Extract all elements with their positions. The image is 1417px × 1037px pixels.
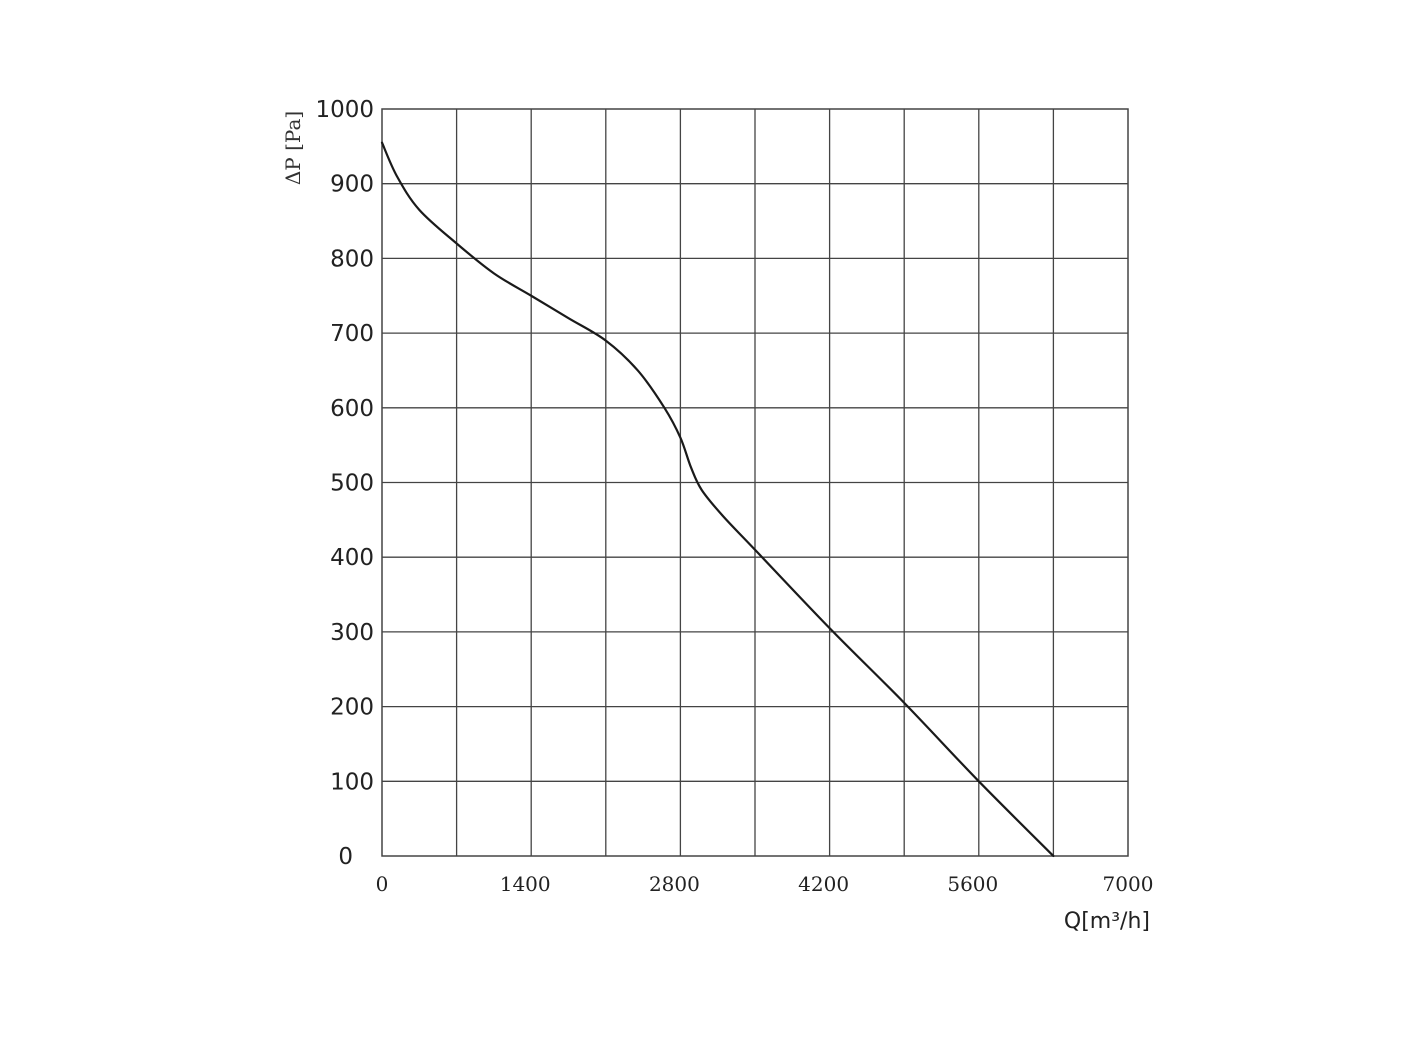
y-tick-label: 300 [330,620,374,646]
y-tick-label: 0 [338,844,353,870]
y-tick-label: 100 [330,769,374,795]
y-tick-label: 1000 [315,97,374,123]
y-axis-ticks: 0 100 200 300 400 500 600 700 800 900 1000 [315,97,374,870]
pressure-flow-curve [380,141,1055,858]
x-tick-label: 2800 [649,872,700,896]
plot-frame [381,108,1129,857]
y-tick-label: 400 [330,545,374,571]
y-tick-label: 600 [330,396,374,422]
y-tick-label: 500 [330,471,374,497]
y-tick-label: 700 [330,321,374,347]
y-tick-label: 900 [330,172,374,198]
x-axis-label: Q[m³/h] [1064,909,1150,934]
grid [382,109,1128,856]
series-group [380,141,1055,858]
x-tick-label: 1400 [500,872,551,896]
x-tick-label: 4200 [798,872,849,896]
y-tick-label: 200 [330,695,374,721]
x-tick-label: 5600 [947,872,998,896]
y-axis-label: ΔP [Pa] [281,111,305,185]
x-axis-ticks: 0 1400 2800 4200 5600 7000 [376,872,1154,896]
x-tick-label: 0 [376,872,389,896]
x-tick-label: 7000 [1103,872,1154,896]
y-tick-label: 800 [330,246,374,272]
